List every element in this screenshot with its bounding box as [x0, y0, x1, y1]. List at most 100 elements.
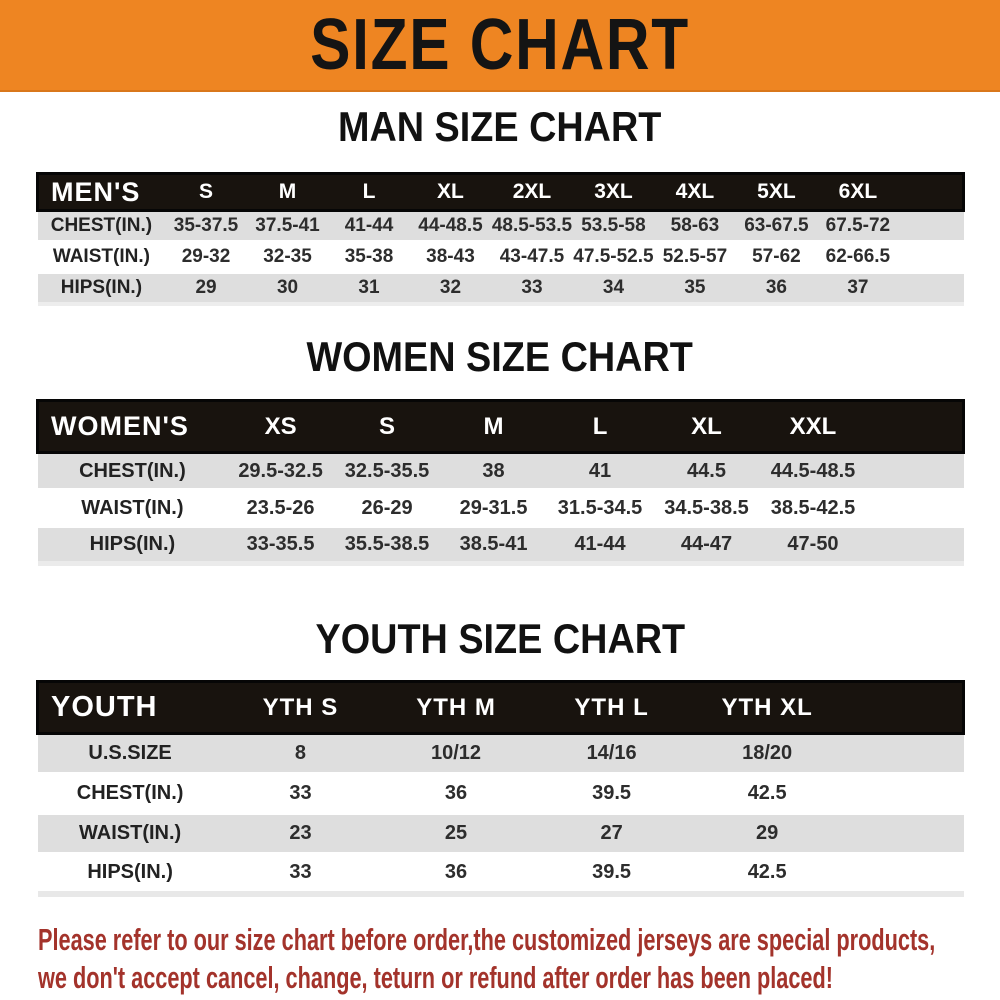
- spacer-cell: [899, 174, 964, 211]
- size-cell: 27: [600, 822, 623, 844]
- column-header: XXL: [789, 412, 837, 440]
- size-cell: 33: [289, 782, 312, 804]
- column-header: YTH XL: [721, 693, 813, 721]
- men-size-table: MEN'S S M L XL 2XL 3XL 4XL 5XL 6XL CHEST…: [36, 172, 965, 306]
- spacer-cell: [845, 734, 964, 774]
- row-label: CHEST(IN.): [76, 782, 184, 804]
- size-cell: 32: [439, 276, 462, 298]
- column-header: M: [278, 180, 297, 203]
- size-cell: 44-47: [680, 533, 733, 555]
- table-row: CHEST(IN.) 33 36 39.5 42.5: [37, 773, 964, 814]
- size-cell: 26-29: [361, 496, 413, 519]
- order-notice-line2: we don't accept cancel, change, teturn o…: [38, 960, 833, 995]
- size-cell: 44-48.5: [418, 215, 483, 236]
- size-cell: 33: [289, 861, 312, 884]
- size-cell: 42.5: [747, 861, 787, 884]
- page-title: SIZE CHART: [310, 5, 690, 85]
- column-header: YTH L: [574, 693, 649, 721]
- spacer-cell: [899, 211, 964, 242]
- size-cell: 62-66.5: [825, 246, 891, 267]
- column-header: XL: [437, 180, 464, 203]
- women-size-table: WOMEN'S XS S M L XL XXL CHEST(IN.) 29.5-…: [36, 399, 965, 566]
- man-size-chart-heading: MAN SIZE CHART: [0, 104, 1000, 150]
- size-cell: 30: [276, 276, 299, 298]
- size-cell: 42.5: [747, 782, 787, 804]
- man-heading-text: MAN SIZE CHART: [338, 103, 662, 150]
- size-cell: 67.5-72: [825, 215, 891, 236]
- table-row: WAIST(IN.) 29-32 32-35 35-38 38-43 43-47…: [37, 241, 964, 273]
- row-label: CHEST(IN.): [50, 215, 153, 236]
- size-cell: 14/16: [586, 742, 637, 764]
- size-cell: 35: [684, 276, 706, 298]
- size-cell: 48.5-53.5: [491, 215, 573, 236]
- size-cell: 35-37.5: [173, 215, 239, 236]
- table-row: U.S.SIZE 8 10/12 14/16 18/20: [37, 733, 964, 774]
- column-header: XS: [264, 412, 297, 440]
- size-cell: 34.5-38.5: [664, 496, 749, 519]
- size-cell: 29.5-32.5: [238, 459, 323, 482]
- spacer-cell: [866, 527, 963, 564]
- row-label: HIPS(IN.): [87, 861, 173, 884]
- size-cell: 37: [847, 276, 869, 298]
- spacer-cell: [845, 854, 964, 894]
- size-cell: 36: [444, 861, 468, 884]
- column-header: XL: [691, 412, 722, 440]
- size-chart-banner: SIZE CHART: [0, 0, 1000, 92]
- row-label: CHEST(IN.): [79, 459, 186, 482]
- size-cell: 38.5-41: [459, 533, 528, 555]
- table-row: CHEST(IN.) 29.5-32.5 32.5-35.5 38 41 44.…: [37, 452, 964, 490]
- size-cell: 36: [765, 276, 787, 298]
- column-header: 6XL: [838, 180, 878, 203]
- women-heading-text: WOMEN SIZE CHART: [306, 333, 694, 380]
- size-cell: 41-44: [574, 533, 626, 555]
- spacer-cell: [845, 682, 964, 734]
- size-cell: 8: [294, 742, 307, 764]
- column-header: 4XL: [675, 180, 715, 203]
- size-cell: 44.5: [687, 459, 726, 482]
- column-header: S: [199, 180, 214, 203]
- size-cell: 38-43: [426, 246, 475, 267]
- spacer-cell: [866, 490, 963, 527]
- men-header-row: MEN'S S M L XL 2XL 3XL 4XL 5XL 6XL: [37, 173, 964, 211]
- row-label: U.S.SIZE: [88, 742, 172, 764]
- size-cell: 31: [358, 276, 380, 298]
- table-row: WAIST(IN.) 23 25 27 29: [37, 813, 964, 854]
- youth-size-table: YOUTH YTH S YTH M YTH L YTH XL U.S.SIZE …: [36, 680, 965, 897]
- size-cell: 10/12: [431, 742, 482, 764]
- spacer-cell: [866, 401, 963, 453]
- column-header: S: [379, 412, 396, 440]
- size-cell: 47.5-52.5: [573, 246, 654, 267]
- column-header: 5XL: [757, 180, 796, 203]
- table-row: HIPS(IN.) 29 30 31 32 33 34 35 36 37: [37, 272, 964, 304]
- youth-heading-text: YOUTH SIZE CHART: [315, 615, 685, 662]
- size-cell: 33-35.5: [246, 533, 315, 555]
- size-cell: 18/20: [742, 742, 793, 764]
- size-cell: 38: [482, 459, 505, 482]
- row-label: WAIST(IN.): [81, 496, 184, 519]
- size-cell: 57-62: [752, 246, 801, 267]
- row-label: HIPS(IN.): [60, 276, 143, 298]
- size-cell: 33: [521, 276, 543, 298]
- column-header: L: [362, 180, 376, 203]
- size-cell: 39.5: [592, 861, 632, 884]
- size-cell: 38.5-42.5: [770, 496, 856, 519]
- order-notice: Please refer to our size chart before or…: [38, 921, 988, 997]
- size-cell: 23.5-26: [246, 496, 315, 519]
- size-cell: 52.5-57: [662, 246, 728, 267]
- size-cell: 25: [444, 822, 468, 844]
- youth-size-chart-heading: YOUTH SIZE CHART: [0, 616, 1000, 662]
- women-size-chart-heading: WOMEN SIZE CHART: [0, 334, 1000, 380]
- column-header: YTH S: [262, 693, 339, 721]
- row-label: HIPS(IN.): [89, 533, 176, 555]
- size-cell: 37.5-41: [255, 215, 320, 236]
- table-row: WAIST(IN.) 23.5-26 26-29 29-31.5 31.5-34…: [37, 489, 964, 527]
- size-cell: 53.5-58: [581, 215, 646, 236]
- size-cell: 35.5-38.5: [344, 533, 430, 555]
- women-corner-label: WOMEN'S: [51, 411, 189, 441]
- size-cell: 47-50: [787, 533, 839, 555]
- size-cell: 35-38: [344, 246, 394, 267]
- youth-header-row: YOUTH YTH S YTH M YTH L YTH XL: [37, 681, 964, 734]
- table-row: CHEST(IN.) 35-37.5 37.5-41 41-44 44-48.5…: [37, 210, 964, 242]
- spacer-cell: [866, 453, 963, 490]
- table-row: HIPS(IN.) 33 36 39.5 42.5: [37, 853, 964, 894]
